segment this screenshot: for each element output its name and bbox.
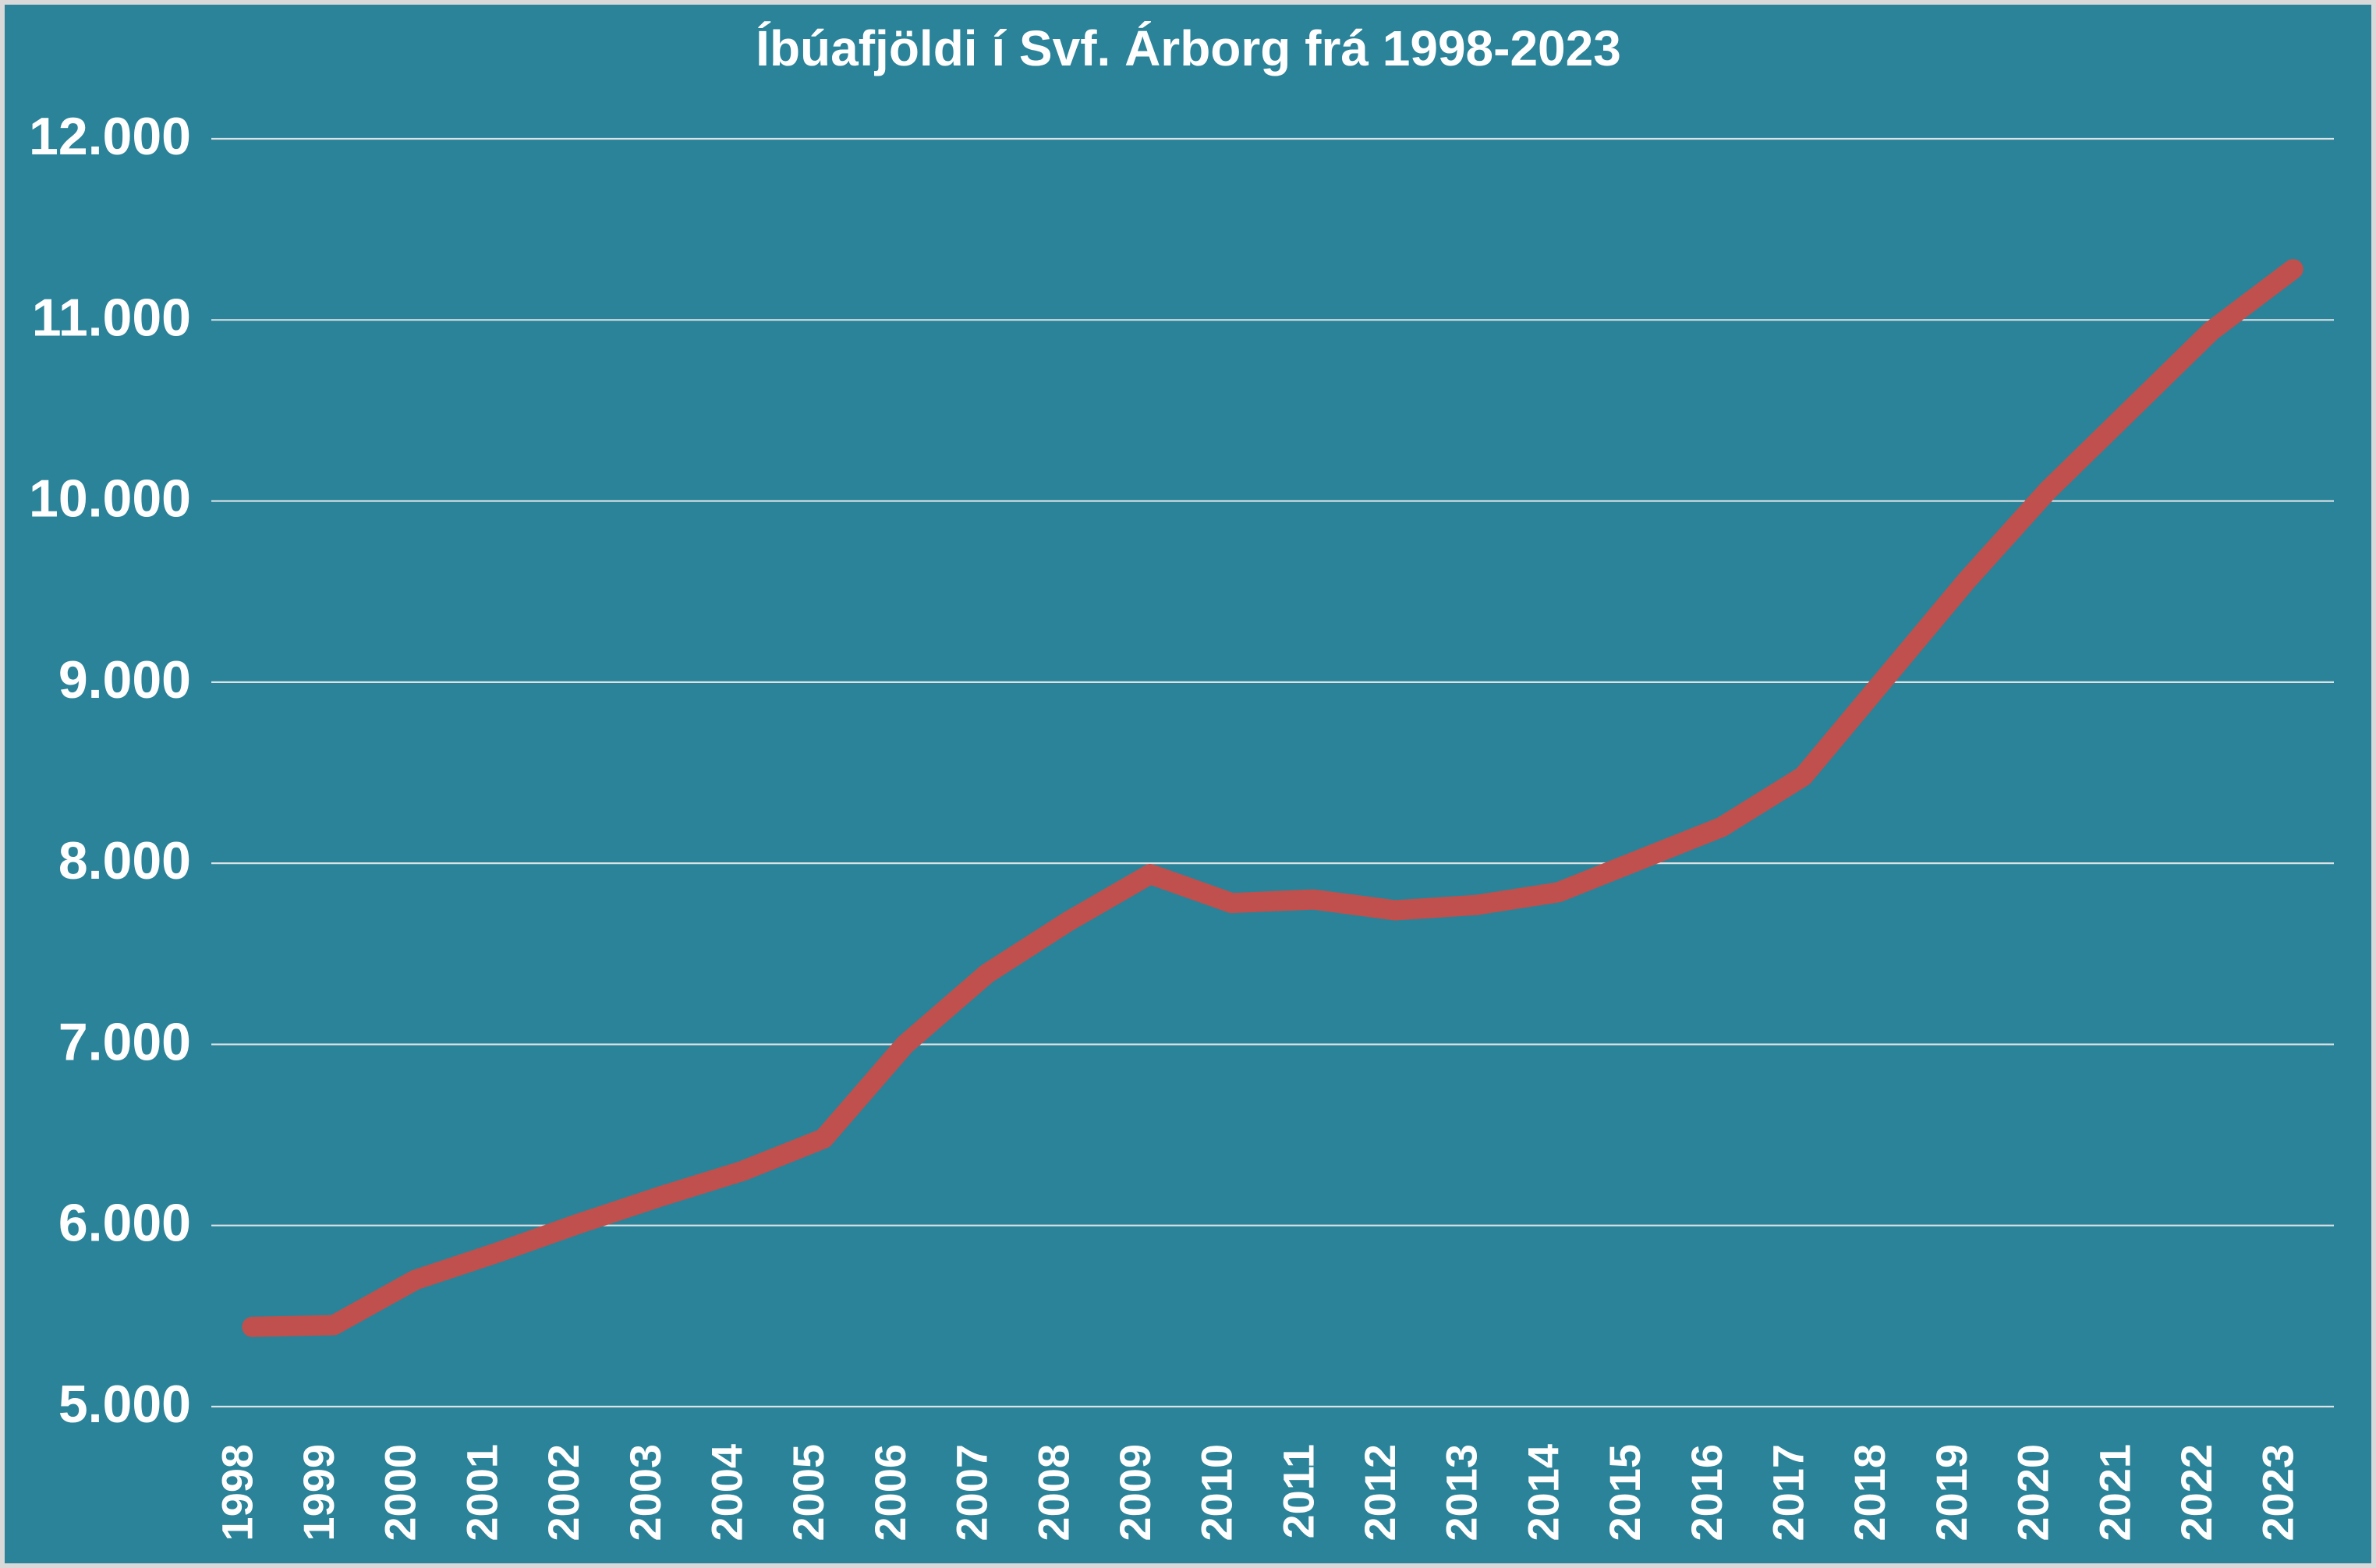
svg-text:2003: 2003: [621, 1444, 670, 1541]
svg-text:2005: 2005: [784, 1444, 833, 1541]
svg-text:1999: 1999: [294, 1444, 343, 1541]
svg-text:8.000: 8.000: [58, 831, 191, 890]
svg-text:2007: 2007: [947, 1444, 997, 1541]
svg-text:2010: 2010: [1192, 1444, 1241, 1541]
svg-text:2002: 2002: [539, 1444, 588, 1541]
svg-text:2011: 2011: [1273, 1444, 1323, 1539]
svg-text:2018: 2018: [1845, 1444, 1894, 1541]
svg-text:2021: 2021: [2090, 1444, 2139, 1541]
svg-text:2019: 2019: [1927, 1444, 1976, 1541]
svg-text:2004: 2004: [703, 1444, 752, 1541]
svg-text:2016: 2016: [1682, 1444, 1731, 1541]
svg-text:2017: 2017: [1764, 1444, 1813, 1541]
svg-text:2006: 2006: [866, 1444, 915, 1541]
svg-text:2013: 2013: [1437, 1444, 1486, 1541]
svg-text:9.000: 9.000: [58, 650, 191, 710]
svg-text:10.000: 10.000: [29, 469, 191, 529]
svg-text:5.000: 5.000: [58, 1375, 191, 1434]
svg-text:Íbúafjöldi í Svf. Árborg frá 1: Íbúafjöldi í Svf. Árborg frá 1998-2023: [756, 20, 1621, 76]
svg-text:2015: 2015: [1600, 1444, 1649, 1541]
svg-text:12.000: 12.000: [29, 107, 191, 166]
svg-text:2001: 2001: [457, 1444, 506, 1541]
svg-text:2000: 2000: [376, 1444, 425, 1541]
svg-text:11.000: 11.000: [32, 288, 191, 347]
svg-text:2020: 2020: [2009, 1444, 2058, 1541]
svg-text:2014: 2014: [1518, 1444, 1567, 1541]
svg-text:6.000: 6.000: [58, 1194, 191, 1253]
svg-text:2008: 2008: [1029, 1444, 1078, 1541]
svg-text:2009: 2009: [1110, 1444, 1160, 1541]
svg-text:2022: 2022: [2172, 1444, 2221, 1541]
svg-text:2023: 2023: [2254, 1444, 2303, 1541]
svg-text:2012: 2012: [1355, 1444, 1404, 1541]
svg-text:1998: 1998: [212, 1444, 261, 1541]
svg-text:7.000: 7.000: [58, 1012, 191, 1071]
